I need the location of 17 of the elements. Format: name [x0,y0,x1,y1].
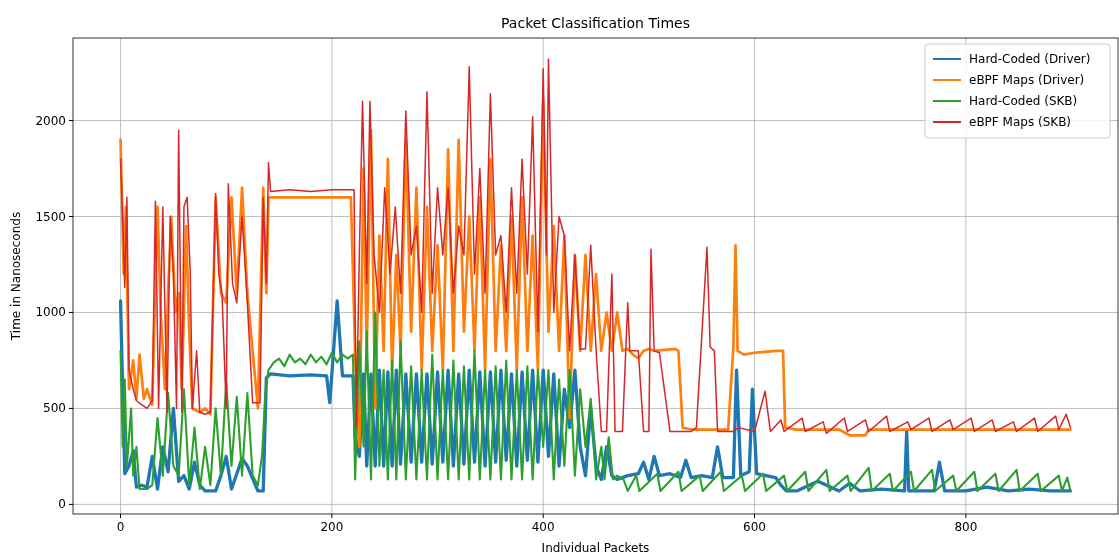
y-tick-label: 500 [43,401,66,416]
y-tick-label: 0 [58,497,66,512]
x-tick-label: 800 [954,520,978,534]
x-axis-title: Individual Packets [541,541,650,555]
x-tick-label: 0 [116,520,125,534]
x-tick-label: 600 [743,520,766,534]
y-tick-label: 1000 [35,305,66,320]
legend-label: eBPF Maps (Driver) [969,73,1085,87]
y-tick-label: 1500 [35,209,66,224]
legend-label: eBPF Maps (SKB) [969,115,1072,129]
y-axis-title: Time in Nanoseconds [9,211,23,342]
x-tick-label: 400 [531,520,555,534]
chart-title: Packet Classification Times [501,15,690,31]
legend-label: Hard-Coded (SKB) [969,94,1078,108]
x-tick-label: 200 [320,520,344,534]
y-tick-label: 2000 [35,113,66,128]
legend-label: Hard-Coded (Driver) [969,52,1091,66]
